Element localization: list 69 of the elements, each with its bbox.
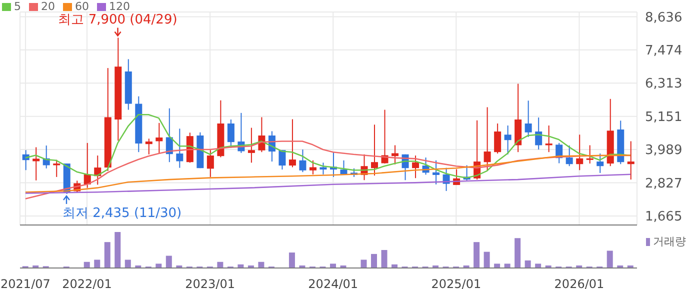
bar [494, 264, 500, 268]
x-tick-label: 2023/01 [185, 277, 235, 289]
legend-label: 거래량 [653, 234, 686, 249]
y-tick-label: 3,989 [645, 143, 682, 158]
legend-label: 20 [41, 0, 55, 13]
bar [217, 262, 224, 268]
annotation: 최고 7,900 (04/29) [58, 12, 178, 28]
bar [84, 262, 90, 268]
bar [94, 260, 100, 268]
candlestick [309, 160, 316, 175]
bar [166, 256, 172, 268]
candlestick [524, 100, 532, 138]
annotation: 최저 2,435 (11/30) [62, 206, 182, 221]
y-tick-label: 7,474 [645, 44, 682, 59]
bar [524, 260, 531, 268]
candlestick [586, 144, 594, 164]
bar [104, 242, 110, 268]
bar [504, 264, 510, 268]
x-tick-label: 2025/01 [431, 277, 482, 289]
candlestick [145, 138, 152, 155]
bar [114, 232, 121, 268]
x-tick-label: 2024/01 [308, 277, 358, 289]
candlestick [32, 146, 40, 181]
bar [606, 250, 613, 268]
candlestick [156, 122, 163, 154]
candlestick [320, 162, 327, 175]
y-tick-label: 1,665 [645, 210, 682, 225]
line-series [24, 174, 632, 194]
bar [484, 252, 490, 268]
bar [330, 264, 336, 268]
y-tick-label: 8,636 [645, 10, 682, 26]
y-tick-label: 6,313 [645, 76, 682, 92]
candlestick [371, 124, 378, 176]
bar [514, 238, 521, 268]
candlestick [299, 149, 306, 173]
candlestick [206, 150, 214, 178]
candlestick [596, 153, 604, 174]
candlestick [340, 160, 348, 175]
bar [288, 252, 295, 268]
candlestick [494, 123, 502, 154]
bar [360, 260, 367, 268]
bar [258, 262, 264, 268]
bar [156, 264, 162, 268]
candlestick [278, 150, 286, 170]
bar [474, 242, 480, 268]
candlestick [248, 127, 255, 164]
candlestick [576, 134, 584, 171]
bar [381, 250, 388, 268]
bar [371, 254, 378, 268]
legend-label: 60 [75, 0, 89, 13]
x-tick-label: 2021/07 [0, 277, 50, 289]
candlestick [432, 160, 440, 185]
candlestick [566, 145, 573, 167]
candlestick [288, 118, 296, 168]
candlestick [504, 125, 512, 155]
candlestick [484, 106, 491, 172]
candlestick [227, 119, 234, 148]
x-tick-label: 2022/01 [62, 277, 112, 289]
legend-label: 5 [14, 0, 21, 13]
candlestick [392, 144, 399, 165]
bar [535, 264, 542, 268]
candlestick [627, 140, 634, 180]
legend-label: 120 [109, 0, 130, 13]
bar [124, 260, 131, 268]
candlestick [412, 155, 420, 179]
y-tick-label: 5,151 [645, 110, 682, 125]
x-tick-label: 2026/01 [554, 277, 604, 289]
y-tick-label: 2,827 [645, 176, 682, 192]
candlestick [176, 128, 184, 168]
